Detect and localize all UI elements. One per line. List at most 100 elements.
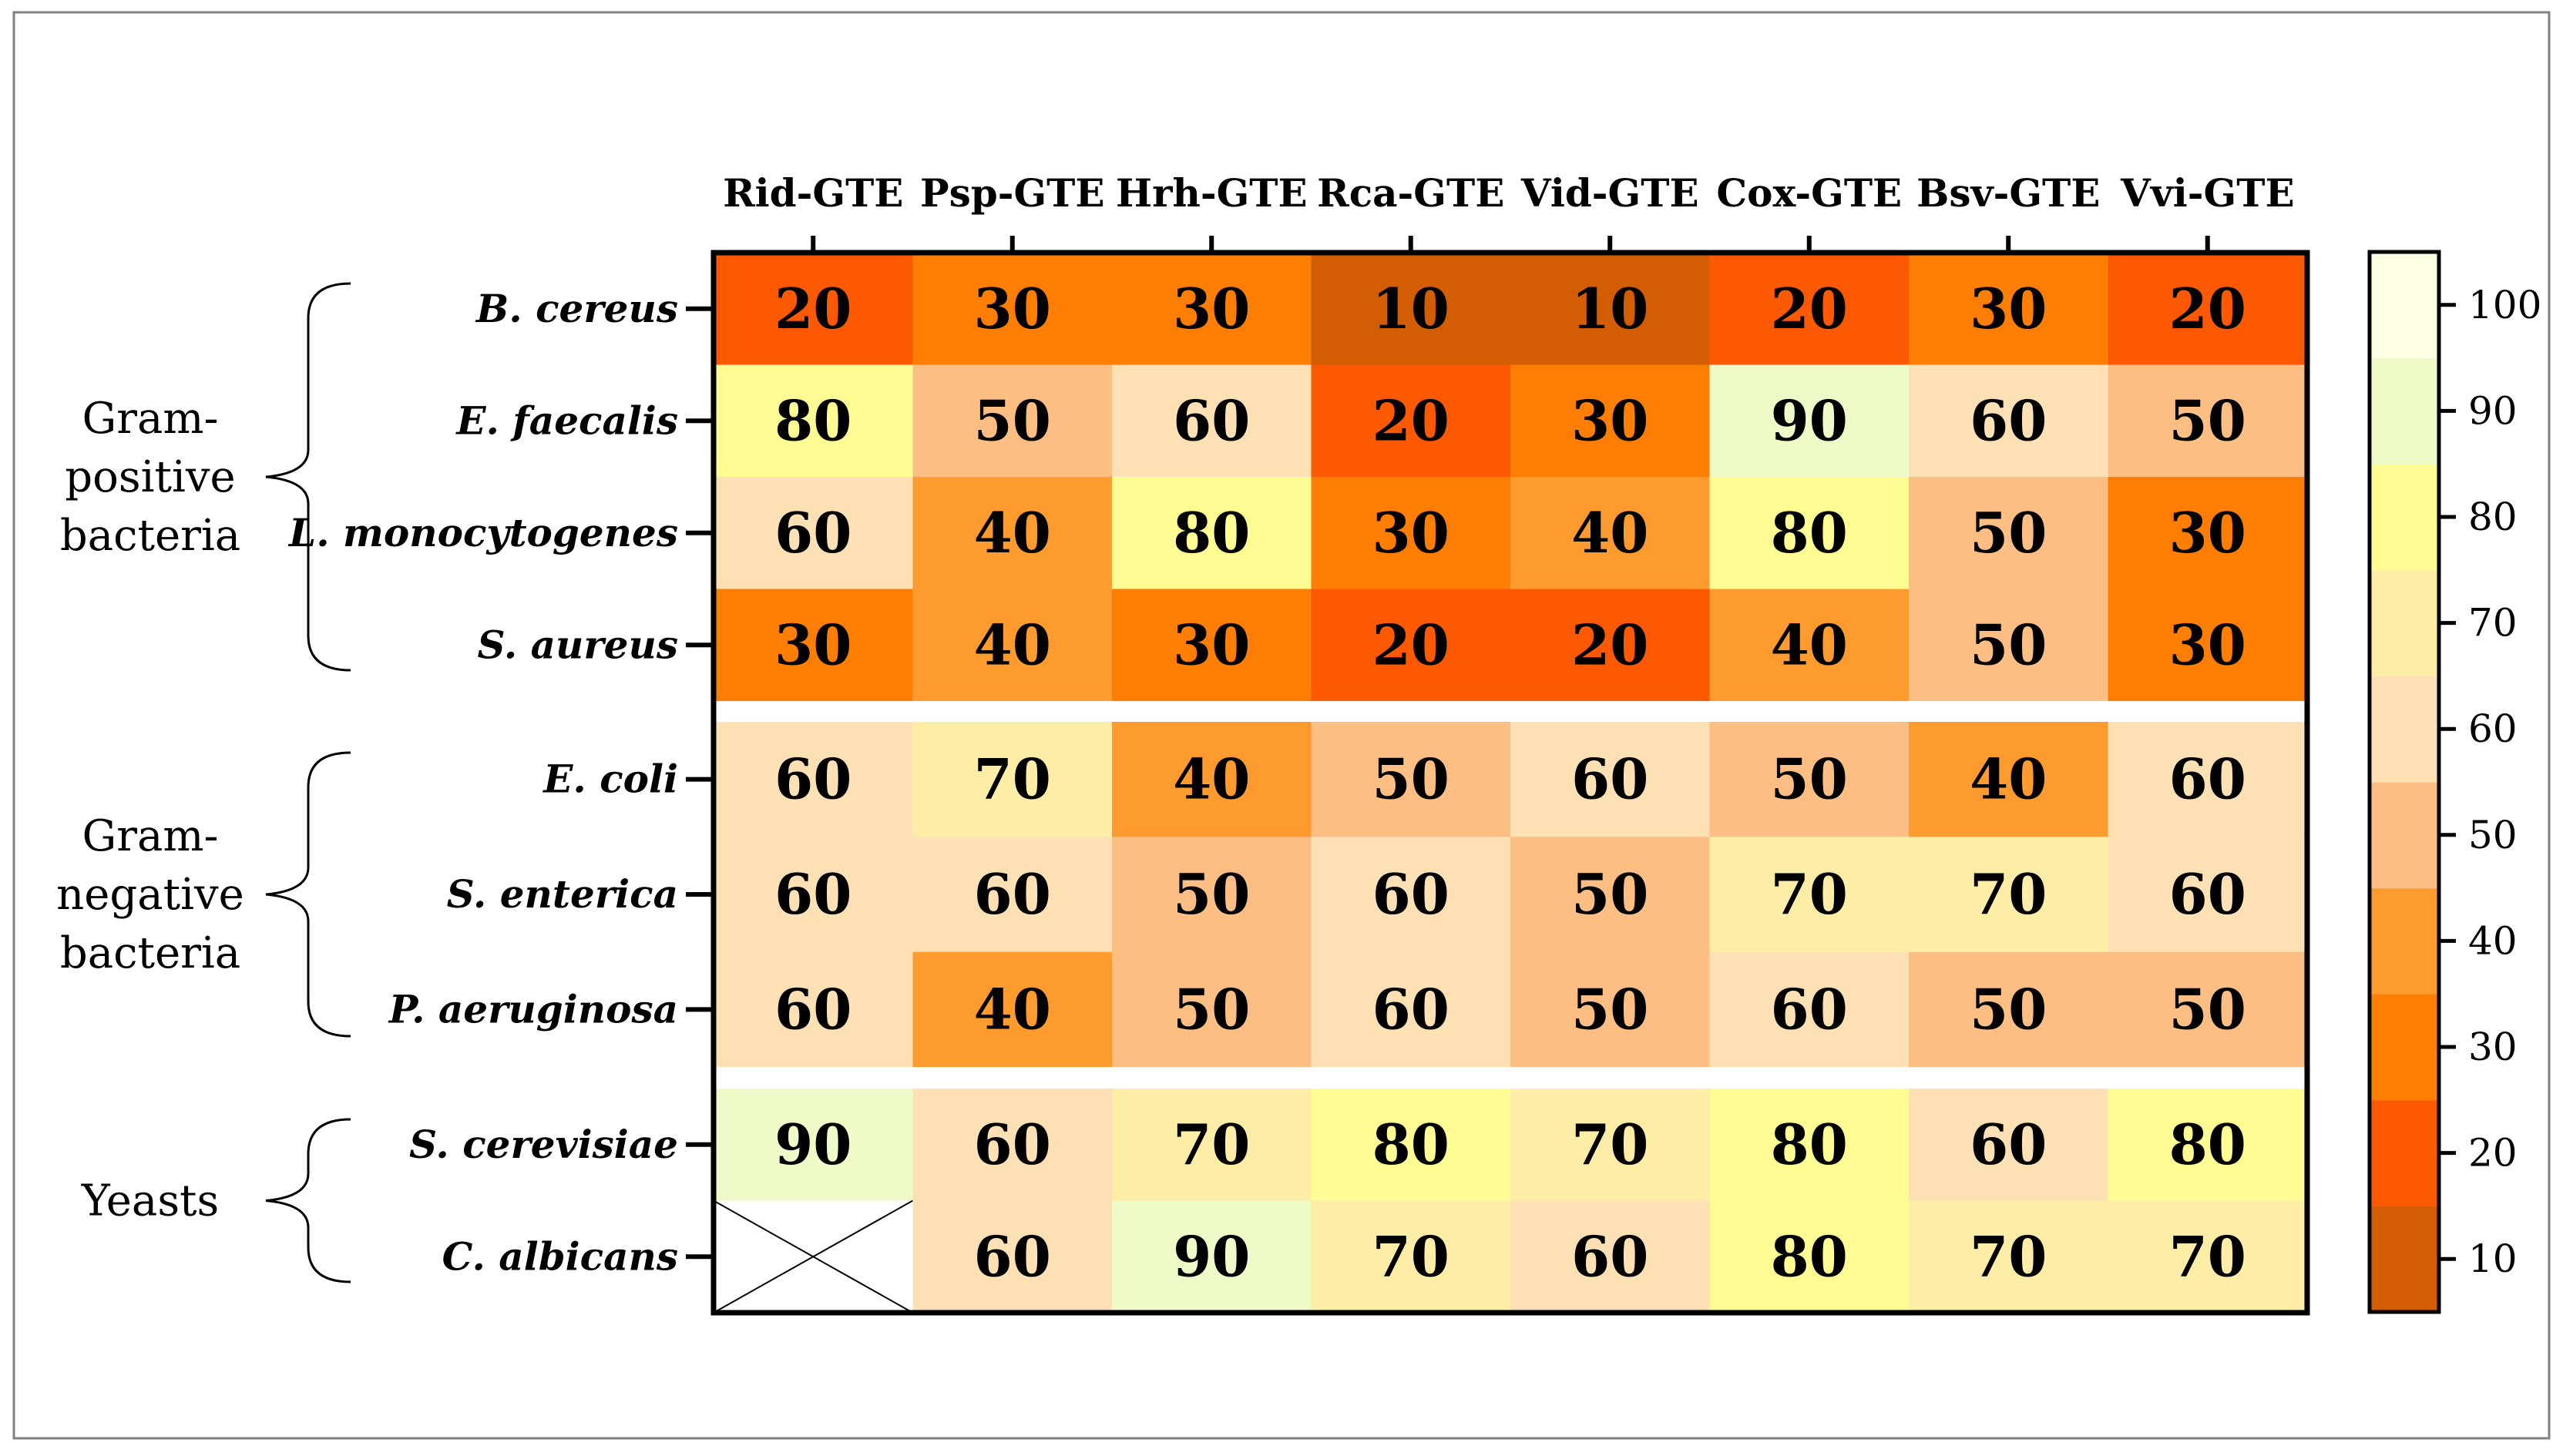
- cell-c-albicans-cox-gte-label: 80: [1771, 1223, 1848, 1289]
- cell-b-cereus-cox-gte-label: 20: [1771, 276, 1848, 341]
- cell-s-cerevisiae-rid-gte-label: 90: [774, 1112, 852, 1177]
- cell-p-aeruginosa-hrh-gte: [1112, 951, 1312, 1068]
- cell-b-cereus-rid-gte: [714, 253, 914, 366]
- cell-e-coli-vvi-gte-label: 60: [2169, 746, 2246, 812]
- colorbar-band-85-95: [2370, 357, 2439, 465]
- colorbar-tick-label-10: 10: [2468, 1236, 2518, 1281]
- cell-l-monocytogenes-vvi-gte: [2108, 477, 2308, 590]
- cell-p-aeruginosa-rca-gte: [1311, 951, 1511, 1068]
- cell-p-aeruginosa-psp-gte-label: 40: [974, 976, 1051, 1042]
- cell-e-faecalis-hrh-gte-label: 60: [1173, 387, 1250, 453]
- cell-e-coli-rca-gte: [1311, 722, 1511, 837]
- group-label-2-line-0: Yeasts: [81, 1176, 220, 1226]
- cell-e-coli-psp-gte-label: 70: [974, 746, 1051, 812]
- cell-l-monocytogenes-rca-gte: [1311, 477, 1511, 590]
- cell-s-cerevisiae-rca-gte: [1311, 1089, 1511, 1202]
- cell-e-faecalis-bsv-gte: [1909, 364, 2109, 478]
- column-label-hrh-gte: Hrh-GTE: [1116, 170, 1308, 216]
- cell-s-enterica-hrh-gte: [1112, 837, 1312, 953]
- group-label-0-line-2: bacteria: [60, 511, 240, 561]
- colorbar-band-75-85: [2370, 464, 2439, 571]
- group-label-1-line-1: negative: [56, 870, 244, 920]
- cell-s-cerevisiae-hrh-gte-label: 70: [1173, 1112, 1250, 1177]
- cell-b-cereus-vid-gte-label: 10: [1571, 276, 1648, 341]
- cell-e-faecalis-vid-gte-label: 30: [1571, 387, 1648, 453]
- group-label-1-line-2: bacteria: [60, 928, 240, 978]
- column-label-rca-gte: Rca-GTE: [1317, 170, 1504, 216]
- cell-p-aeruginosa-vvi-gte: [2108, 951, 2308, 1068]
- cell-b-cereus-rid-gte-label: 20: [774, 276, 852, 341]
- cell-s-enterica-vid-gte: [1510, 837, 1711, 953]
- cell-s-aureus-vvi-gte-label: 30: [2169, 612, 2246, 677]
- cell-e-coli-bsv-gte: [1909, 722, 2109, 837]
- cell-s-cerevisiae-vvi-gte: [2108, 1089, 2308, 1202]
- colorbar-border: [2367, 250, 2441, 1314]
- cell-p-aeruginosa-rid-gte-label: 60: [774, 976, 852, 1042]
- cell-s-aureus-rca-gte: [1311, 589, 1511, 702]
- cell-s-aureus-vvi-gte: [2108, 589, 2308, 702]
- cell-p-aeruginosa-vvi-gte-label: 50: [2169, 976, 2246, 1042]
- cell-e-coli-vvi-gte: [2108, 722, 2308, 837]
- colorbar-tick-label-80: 80: [2468, 495, 2518, 539]
- cell-b-cereus-rca-gte-label: 10: [1372, 276, 1449, 341]
- cell-b-cereus-bsv-gte-label: 30: [1970, 276, 2047, 341]
- cell-c-albicans-vvi-gte: [2108, 1200, 2308, 1313]
- cell-s-enterica-rid-gte: [714, 837, 914, 953]
- cell-e-faecalis-vid-gte: [1510, 364, 1711, 478]
- colorbar-band-65-75: [2370, 569, 2439, 676]
- group-separator-1: [714, 701, 2307, 722]
- cell-s-aureus-rid-gte: [714, 589, 914, 702]
- colorbar-band-5-15: [2370, 1206, 2439, 1313]
- row-label-p-aeruginosa: P. aeruginosa: [388, 986, 678, 1032]
- cell-l-monocytogenes-rid-gte-label: 60: [774, 500, 852, 565]
- cell-s-aureus-hrh-gte: [1112, 589, 1312, 702]
- cell-s-aureus-cox-gte-label: 40: [1771, 612, 1848, 677]
- cell-l-monocytogenes-bsv-gte: [1909, 477, 2109, 590]
- cell-e-coli-rid-gte: [714, 722, 914, 837]
- cell-s-aureus-bsv-gte: [1909, 589, 2109, 702]
- cell-p-aeruginosa-vid-gte: [1510, 951, 1711, 1068]
- cell-s-enterica-hrh-gte-label: 50: [1173, 861, 1250, 927]
- cell-e-faecalis-vvi-gte-label: 50: [2169, 387, 2246, 453]
- cell-c-albicans-vid-gte-label: 60: [1571, 1223, 1648, 1289]
- cell-p-aeruginosa-vid-gte-label: 50: [1571, 976, 1648, 1042]
- cell-s-aureus-bsv-gte-label: 50: [1970, 612, 2047, 677]
- cell-b-cereus-psp-gte-label: 30: [974, 276, 1051, 341]
- group-brace-0: [265, 282, 351, 672]
- cell-s-cerevisiae-vvi-gte-label: 80: [2169, 1112, 2246, 1177]
- cell-e-faecalis-vvi-gte: [2108, 364, 2308, 478]
- colorbar-band-45-55: [2370, 782, 2439, 889]
- cell-b-cereus-bsv-gte: [1909, 253, 2109, 366]
- cell-e-coli-hrh-gte: [1112, 722, 1312, 837]
- cell-c-albicans-rca-gte: [1311, 1200, 1511, 1313]
- cell-l-monocytogenes-cox-gte: [1709, 477, 1910, 590]
- cell-c-albicans-bsv-gte: [1909, 1200, 2109, 1313]
- cell-s-cerevisiae-cox-gte-label: 80: [1771, 1112, 1848, 1177]
- cell-e-faecalis-psp-gte-label: 50: [974, 387, 1051, 453]
- cell-c-albicans-psp-gte-label: 60: [974, 1223, 1051, 1289]
- cell-p-aeruginosa-cox-gte-label: 60: [1771, 976, 1848, 1042]
- cell-s-enterica-psp-gte: [912, 837, 1113, 953]
- cell-b-cereus-psp-gte: [912, 253, 1113, 366]
- cell-p-aeruginosa-bsv-gte-label: 50: [1970, 976, 2047, 1042]
- colorbar-band-35-45: [2370, 887, 2439, 995]
- cell-e-faecalis-cox-gte-label: 90: [1771, 387, 1848, 453]
- colorbar-band-15-25: [2370, 1099, 2439, 1206]
- cell-e-faecalis-psp-gte: [912, 364, 1113, 478]
- cell-s-cerevisiae-vid-gte-label: 70: [1571, 1112, 1648, 1177]
- cell-e-faecalis-rid-gte: [714, 364, 914, 478]
- cell-s-enterica-rca-gte-label: 60: [1372, 861, 1449, 927]
- matrix-border: [710, 250, 2310, 1316]
- row-label-l-monocytogenes: L. monocytogenes: [287, 510, 678, 555]
- colorbar-tick-label-60: 60: [2468, 706, 2518, 751]
- cell-s-enterica-bsv-gte: [1909, 837, 2109, 953]
- colorbar-band-55-65: [2370, 676, 2439, 783]
- column-label-vid-gte: Vid-GTE: [1520, 170, 1699, 216]
- cell-s-cerevisiae-bsv-gte: [1909, 1089, 2109, 1202]
- colorbar-tick-label-40: 40: [2468, 918, 2518, 963]
- cell-e-coli-rca-gte-label: 50: [1372, 746, 1449, 812]
- colorbar-tick-label-50: 50: [2468, 813, 2518, 857]
- group-label-0-line-0: Gram-: [82, 394, 219, 444]
